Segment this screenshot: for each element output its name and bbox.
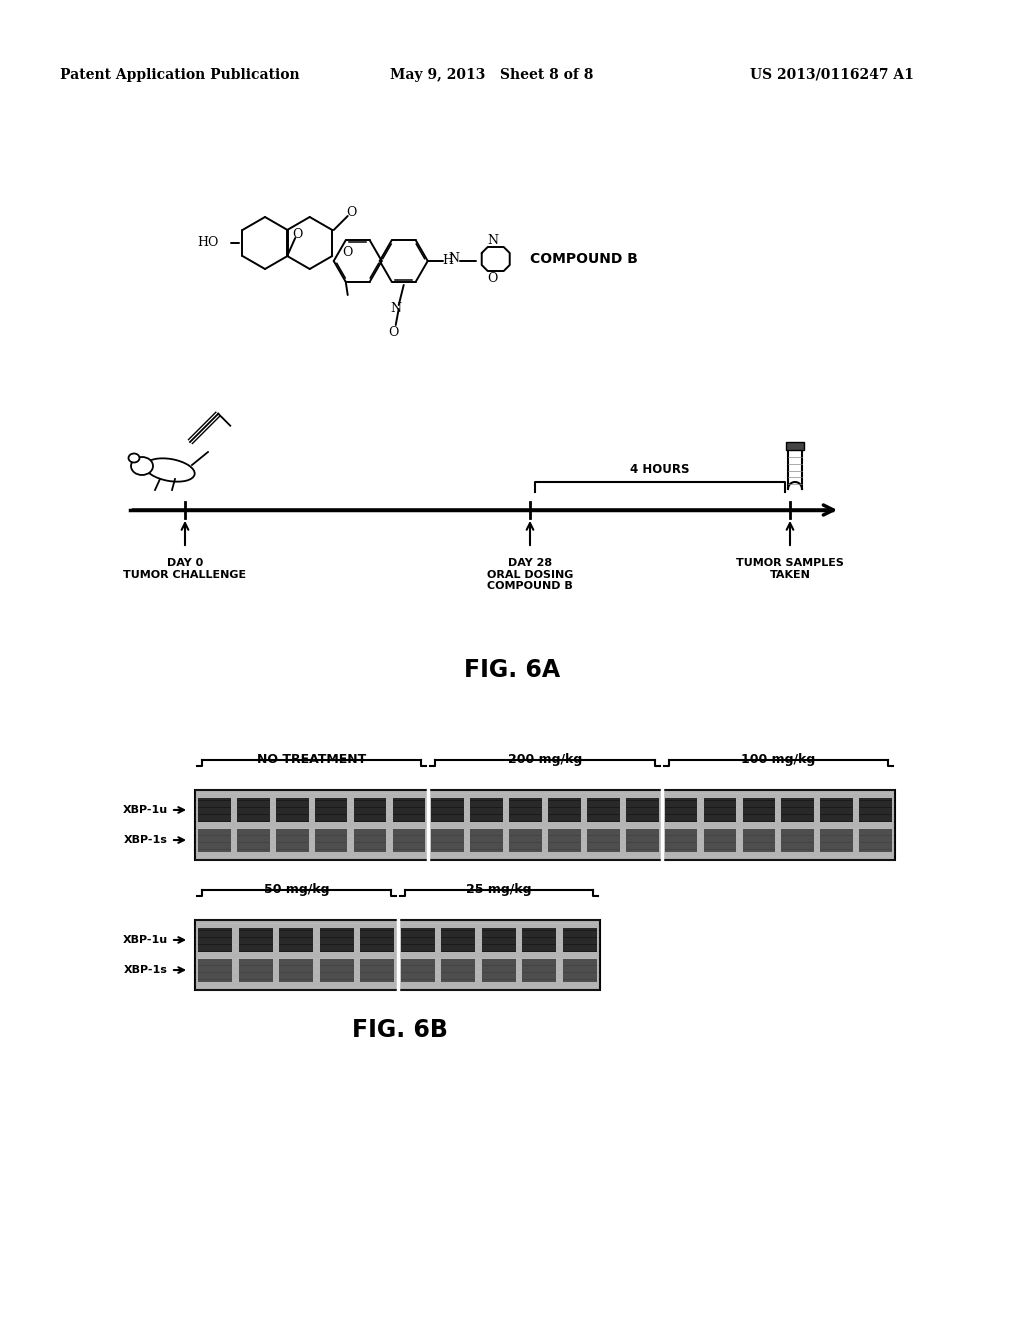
Bar [859, 799, 892, 821]
Text: 100 mg/kg: 100 mg/kg [741, 752, 815, 766]
Bar [239, 958, 272, 982]
Bar [742, 829, 775, 851]
Bar [548, 799, 581, 821]
Bar [481, 928, 516, 952]
Bar [275, 799, 308, 821]
Bar [820, 829, 853, 851]
Bar [195, 920, 600, 990]
Ellipse shape [145, 458, 195, 482]
Text: XBP-1u: XBP-1u [123, 805, 168, 814]
Bar [626, 829, 658, 851]
Bar [237, 799, 269, 821]
Text: US 2013/0116247 A1: US 2013/0116247 A1 [750, 69, 913, 82]
Text: May 9, 2013   Sheet 8 of 8: May 9, 2013 Sheet 8 of 8 [390, 69, 593, 82]
Bar [441, 958, 475, 982]
Bar [319, 958, 353, 982]
Text: XBP-1s: XBP-1s [124, 965, 168, 975]
Text: O: O [388, 326, 399, 339]
Bar [198, 799, 230, 821]
Bar [509, 799, 542, 821]
Bar [781, 799, 814, 821]
Bar [470, 799, 503, 821]
Text: N: N [487, 234, 499, 247]
Text: NO TREATMENT: NO TREATMENT [257, 752, 367, 766]
Ellipse shape [131, 457, 153, 475]
Bar [199, 928, 232, 952]
Bar [431, 799, 464, 821]
Bar [703, 799, 736, 821]
Bar [314, 799, 347, 821]
Bar [275, 829, 308, 851]
Bar [441, 928, 475, 952]
Text: DAY 28
ORAL DOSING
COMPOUND B: DAY 28 ORAL DOSING COMPOUND B [486, 558, 573, 591]
Ellipse shape [128, 454, 139, 462]
Text: O: O [342, 247, 352, 260]
Text: O: O [487, 272, 498, 285]
Text: TUMOR SAMPLES
TAKEN: TUMOR SAMPLES TAKEN [736, 558, 844, 579]
Bar [319, 928, 353, 952]
Bar [199, 958, 232, 982]
Bar [392, 829, 425, 851]
Bar [195, 789, 895, 861]
Text: XBP-1s: XBP-1s [124, 836, 168, 845]
Bar [548, 829, 581, 851]
Text: 50 mg/kg: 50 mg/kg [263, 883, 329, 896]
Bar [360, 928, 394, 952]
Bar [198, 829, 230, 851]
Bar [703, 829, 736, 851]
Bar [353, 829, 386, 851]
Bar [522, 928, 556, 952]
Bar [353, 799, 386, 821]
Bar [587, 829, 620, 851]
Text: COMPOUND B: COMPOUND B [529, 252, 638, 267]
Text: N: N [390, 302, 401, 315]
Bar [360, 958, 394, 982]
Text: XBP-1u: XBP-1u [123, 935, 168, 945]
Text: FIG. 6B: FIG. 6B [352, 1018, 447, 1041]
Bar [239, 928, 272, 952]
Text: FIG. 6A: FIG. 6A [464, 657, 560, 682]
Text: O: O [346, 206, 357, 219]
Bar [626, 799, 658, 821]
Bar [400, 928, 435, 952]
Bar [522, 958, 556, 982]
Text: O: O [292, 227, 302, 240]
Bar [431, 829, 464, 851]
Bar [280, 928, 313, 952]
Text: HO: HO [198, 236, 219, 249]
Text: 25 mg/kg: 25 mg/kg [466, 883, 531, 896]
Bar [481, 958, 516, 982]
Bar [280, 958, 313, 982]
Bar [781, 829, 814, 851]
Text: DAY 0
TUMOR CHALLENGE: DAY 0 TUMOR CHALLENGE [124, 558, 247, 579]
Text: Patent Application Publication: Patent Application Publication [60, 69, 300, 82]
Text: 4 HOURS: 4 HOURS [630, 463, 690, 477]
Bar [665, 829, 697, 851]
Bar [509, 829, 542, 851]
Bar [237, 829, 269, 851]
Bar [563, 958, 597, 982]
Bar [859, 829, 892, 851]
Text: H: H [442, 253, 454, 267]
Bar [392, 799, 425, 821]
Bar [563, 928, 597, 952]
Bar [665, 799, 697, 821]
Text: 200 mg/kg: 200 mg/kg [508, 752, 582, 766]
Bar [820, 799, 853, 821]
Bar [470, 829, 503, 851]
Bar [742, 799, 775, 821]
Bar [587, 799, 620, 821]
Bar [400, 958, 435, 982]
Text: N: N [449, 252, 459, 264]
Bar [786, 442, 804, 450]
Bar [314, 829, 347, 851]
